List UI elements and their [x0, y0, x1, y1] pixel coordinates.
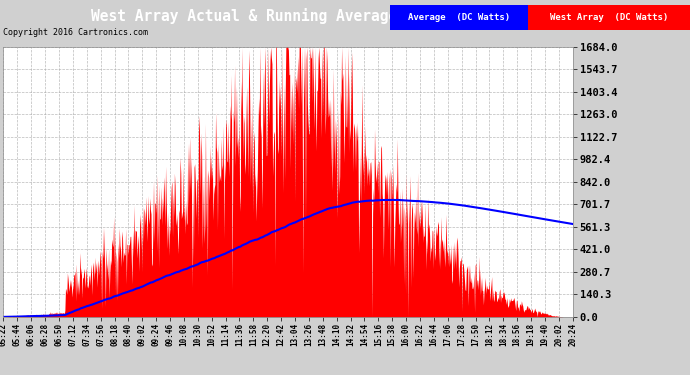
Text: West Array Actual & Running Average Power Mon Jun 13 20:26: West Array Actual & Running Average Powe…: [91, 8, 599, 24]
Text: Copyright 2016 Cartronics.com: Copyright 2016 Cartronics.com: [3, 28, 148, 38]
Text: West Array  (DC Watts): West Array (DC Watts): [550, 13, 668, 22]
FancyBboxPatch shape: [528, 5, 690, 30]
Text: Average  (DC Watts): Average (DC Watts): [408, 13, 510, 22]
FancyBboxPatch shape: [390, 5, 528, 30]
